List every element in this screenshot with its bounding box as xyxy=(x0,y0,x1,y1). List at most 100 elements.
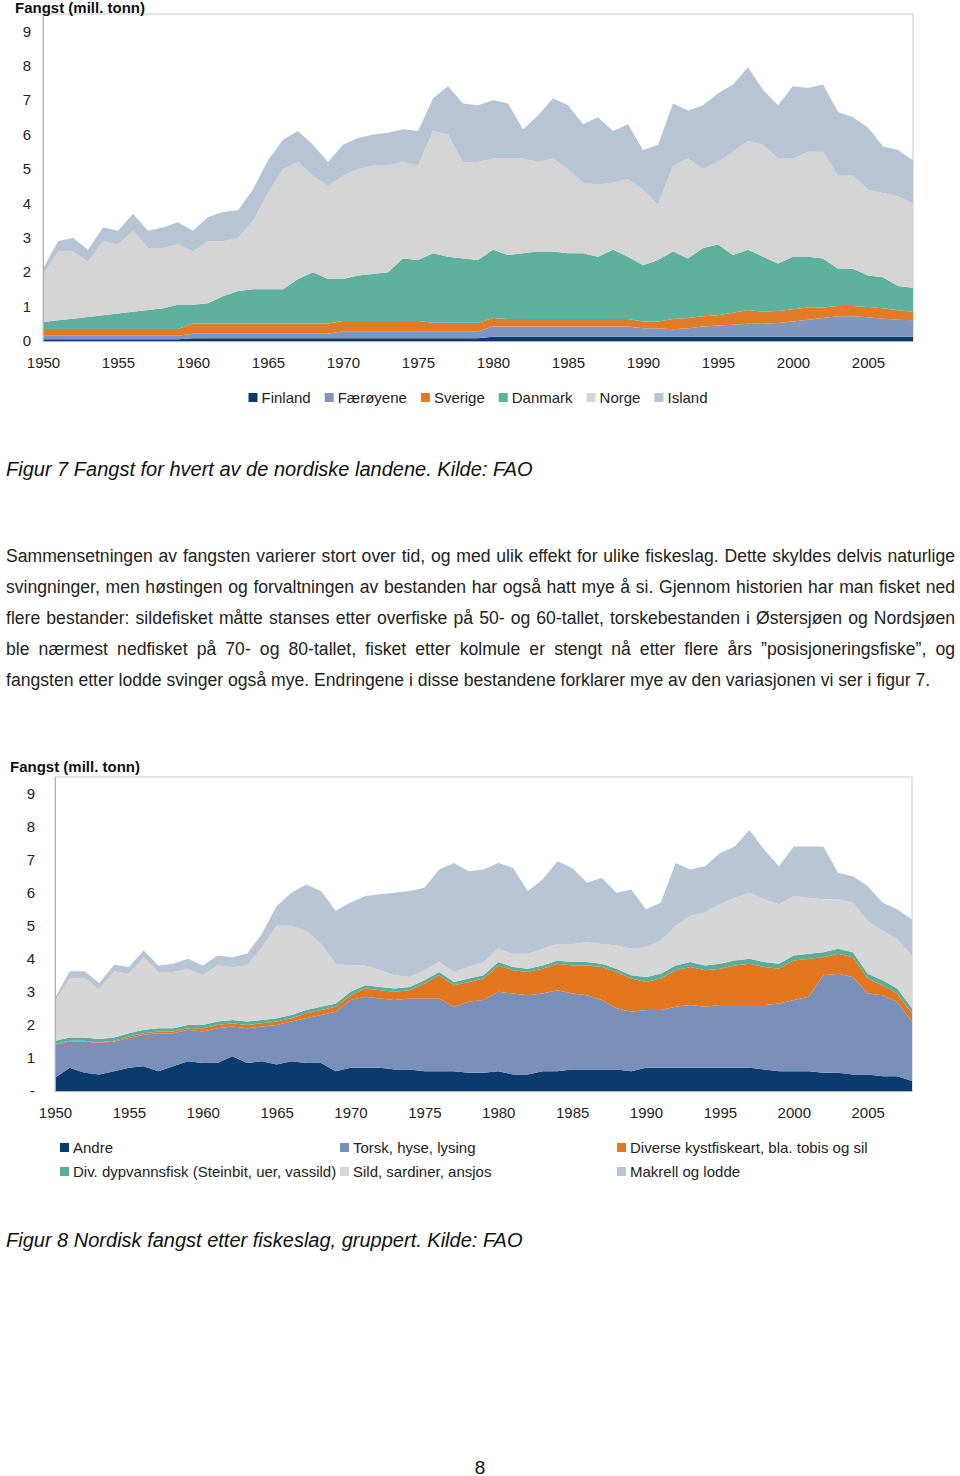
x-tick-label: 1955 xyxy=(113,1104,146,1121)
legend-item: Norge xyxy=(587,389,641,406)
legend-swatch xyxy=(654,393,663,402)
x-tick-label: 2000 xyxy=(777,354,810,371)
x-tick-label: 1995 xyxy=(702,354,735,371)
legend-item: Torsk, hyse, lysing xyxy=(340,1139,476,1156)
y-tick-label: 7 xyxy=(27,851,35,868)
y-tick: 7 xyxy=(27,851,55,868)
legend-label: Diverse kystfiskeart, bla. tobis og sil xyxy=(630,1139,868,1156)
legend-label: Sverige xyxy=(434,389,485,406)
chart: -123456789195019551960196519701975198019… xyxy=(6,758,913,1251)
legend: AndreTorsk, hyse, lysingDiverse kystfisk… xyxy=(60,1139,868,1180)
x-tick-label: 1995 xyxy=(704,1104,737,1121)
legend-swatch xyxy=(617,1143,626,1152)
x-tick-label: 1980 xyxy=(477,354,510,371)
y-axis-title: Fangst (mill. tonn) xyxy=(15,0,145,16)
x-tick: 1985 xyxy=(552,341,585,371)
x-tick: 1960 xyxy=(177,341,210,371)
x-tick: 2000 xyxy=(778,1091,811,1121)
x-tick-label: 1965 xyxy=(260,1104,293,1121)
legend-swatch xyxy=(421,393,430,402)
x-tick: 2000 xyxy=(777,341,810,371)
y-tick-label: 3 xyxy=(23,229,31,246)
legend-swatch xyxy=(617,1167,626,1176)
y-tick: 9 xyxy=(23,23,43,40)
legend-label: Færøyene xyxy=(338,389,407,406)
legend-item: Makrell og lodde xyxy=(617,1163,740,1180)
x-axis: 1950195519601965197019751980198519901995… xyxy=(39,1091,913,1121)
y-axis-line xyxy=(55,778,56,1092)
legend-label: Div. dypvannsfisk (Steinbit, uer, vassil… xyxy=(73,1163,336,1180)
x-tick: 1995 xyxy=(704,1091,737,1121)
legend-swatch xyxy=(249,393,258,402)
area-series xyxy=(43,67,913,275)
x-tick-label: 1950 xyxy=(39,1104,72,1121)
y-tick-label: 4 xyxy=(23,195,31,212)
legend-label: Danmark xyxy=(512,389,573,406)
x-axis: 1950195519601965197019751980198519901995… xyxy=(27,341,914,371)
y-tick: 1 xyxy=(23,298,43,315)
legend-item: Finland xyxy=(249,389,311,406)
y-tick: 2 xyxy=(23,263,43,280)
legend-swatch xyxy=(340,1167,349,1176)
x-tick-label: 1990 xyxy=(627,354,660,371)
y-tick: 5 xyxy=(23,160,43,177)
y-tick: 4 xyxy=(27,950,55,967)
y-tick: 8 xyxy=(27,818,55,835)
legend: Finland Færøyene Sverige Danmark Norge Island xyxy=(249,389,708,406)
x-tick: 2005 xyxy=(851,1091,884,1121)
y-tick-label: 0 xyxy=(23,332,31,349)
x-tick: 1970 xyxy=(327,341,360,371)
legend-label: Finland xyxy=(262,389,311,406)
y-axis-line xyxy=(43,15,44,342)
x-tick-label: 1970 xyxy=(327,354,360,371)
y-tick-label: 3 xyxy=(27,983,35,1000)
x-tick-label: 2005 xyxy=(851,1104,884,1121)
y-tick-label: 8 xyxy=(27,818,35,835)
x-tick-label: 2000 xyxy=(778,1104,811,1121)
legend-item: Div. dypvannsfisk (Steinbit, uer, vassil… xyxy=(60,1163,336,1180)
y-tick-label: 6 xyxy=(27,884,35,901)
legend-swatch xyxy=(325,393,334,402)
y-axis-title: Fangst (mill. tonn) xyxy=(10,758,140,775)
y-tick-label: 9 xyxy=(27,785,35,802)
x-tick: 1990 xyxy=(627,341,660,371)
x-tick: 2005 xyxy=(852,341,885,371)
y-tick-label: 8 xyxy=(23,57,31,74)
x-tick: 1955 xyxy=(113,1091,146,1121)
y-tick-label: 6 xyxy=(23,126,31,143)
x-tick: 1990 xyxy=(630,1091,663,1121)
page-svg: 0123456789195019551960196519701975198019… xyxy=(0,0,960,1476)
x-tick: 1955 xyxy=(102,341,135,371)
legend-label: Makrell og lodde xyxy=(630,1163,740,1180)
x-tick-label: 1955 xyxy=(102,354,135,371)
y-tick: 5 xyxy=(27,917,55,934)
area-series xyxy=(55,830,912,1001)
legend-item: Sverige xyxy=(421,389,485,406)
x-tick-label: 1960 xyxy=(177,354,210,371)
legend-swatch xyxy=(587,393,596,402)
y-tick-label: 5 xyxy=(23,160,31,177)
legend-swatch xyxy=(340,1143,349,1152)
x-tick: 1970 xyxy=(334,1091,367,1121)
y-tick-label: 1 xyxy=(23,298,31,315)
x-tick-label: 1980 xyxy=(482,1104,515,1121)
y-tick: 6 xyxy=(27,884,55,901)
y-tick: 7 xyxy=(23,91,43,108)
legend-item: Diverse kystfiskeart, bla. tobis og sil xyxy=(617,1139,868,1156)
legend-label: Torsk, hyse, lysing xyxy=(353,1139,476,1156)
x-tick-label: 1970 xyxy=(334,1104,367,1121)
x-tick-label: 1965 xyxy=(252,354,285,371)
y-tick: 9 xyxy=(27,785,55,802)
legend-item: Færøyene xyxy=(325,389,407,406)
y-axis: -123456789 xyxy=(27,778,56,1100)
figure-caption: Figur 7 Fangst for hvert av de nordiske … xyxy=(6,458,533,480)
x-tick: 1995 xyxy=(702,341,735,371)
y-tick: 2 xyxy=(27,1016,55,1033)
x-tick-label: 1960 xyxy=(187,1104,220,1121)
legend-item: Island xyxy=(654,389,707,406)
legend-label: Norge xyxy=(600,389,641,406)
legend-swatch xyxy=(60,1167,69,1176)
legend-item: Sild, sardiner, ansjos xyxy=(340,1163,491,1180)
x-tick-label: 1950 xyxy=(27,354,60,371)
x-tick: 1985 xyxy=(556,1091,589,1121)
